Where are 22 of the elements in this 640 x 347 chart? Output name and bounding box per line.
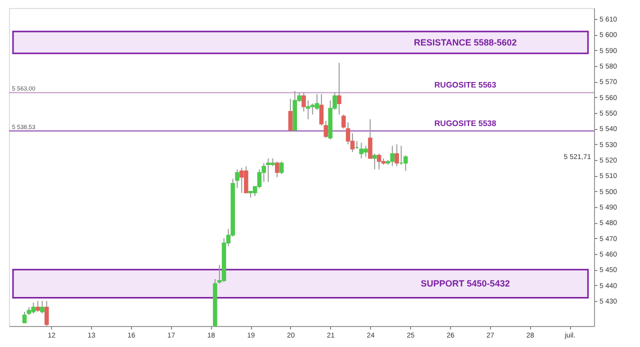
band-label: SUPPORT 5450-5432 (420, 278, 510, 289)
candlestick (36, 300, 40, 312)
candlestick (314, 94, 320, 110)
candlestick (372, 153, 377, 170)
candlestick (390, 145, 394, 167)
candlestick (257, 168, 262, 189)
candlestick (40, 300, 44, 314)
band-label: RESISTANCE 5588-5602 (414, 37, 517, 48)
candlestick (274, 161, 280, 178)
candlestick (306, 100, 310, 120)
candlestick (376, 153, 382, 170)
candlestick (279, 161, 284, 175)
candlestick (22, 311, 27, 324)
candlestick (404, 154, 408, 172)
ref-line-label: RUGOSITE 5563 (434, 80, 497, 90)
ref-line-label: RUGOSITE 5538 (434, 118, 497, 128)
candlestick (244, 166, 248, 194)
candlestick (310, 103, 315, 116)
candlestick (394, 144, 399, 167)
candlestick (337, 62, 342, 116)
candlestick (288, 98, 293, 132)
candlestick (31, 302, 36, 314)
